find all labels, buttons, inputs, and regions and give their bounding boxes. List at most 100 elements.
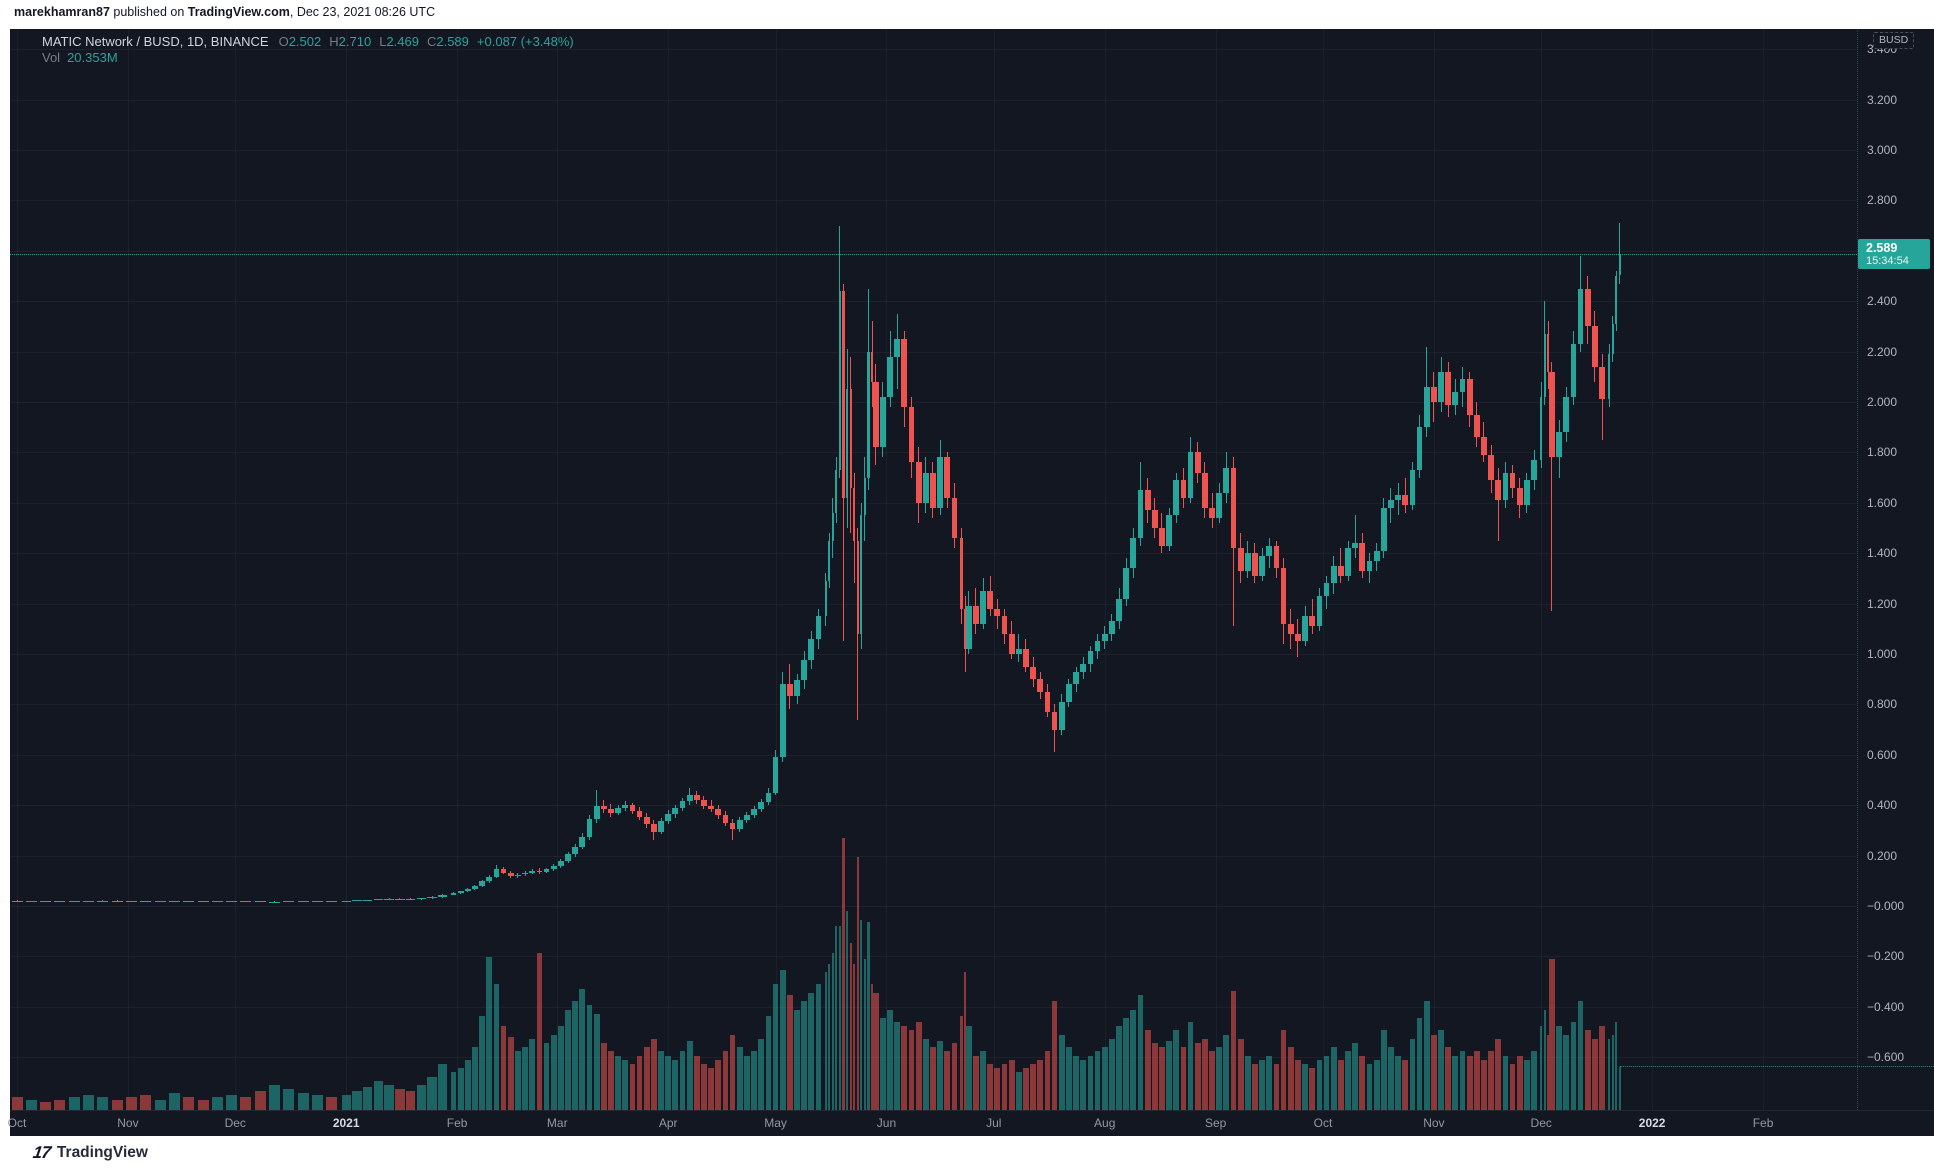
volume-bar — [1531, 1051, 1537, 1110]
candlestick-plot-area[interactable] — [10, 29, 1857, 1110]
candle — [1108, 621, 1115, 634]
volume-bar — [1123, 1017, 1130, 1110]
candle — [1273, 545, 1280, 569]
candle — [1309, 616, 1316, 627]
time-gridline — [17, 29, 18, 1110]
price-gridline — [10, 351, 1857, 353]
volume-bar — [1295, 1059, 1301, 1110]
time-axis-month-label: Dec — [224, 1116, 246, 1130]
candle-wick — [1619, 223, 1621, 284]
candle — [824, 580, 827, 617]
volume-bar — [908, 1030, 915, 1110]
volume-label: Vol — [42, 50, 61, 65]
price-axis[interactable]: 3.400 3.200 3.000 2.800 2.400 2.200 2.000 1.800… — [1857, 29, 1934, 1110]
candle — [1592, 326, 1598, 367]
candle — [1044, 691, 1051, 712]
candle — [860, 515, 863, 634]
candle — [965, 606, 972, 649]
price-axis-label: 0.800 — [1867, 697, 1898, 712]
volume-bar — [901, 1026, 908, 1110]
volume-bar — [1608, 1038, 1611, 1110]
candle — [450, 892, 457, 895]
volume-bar — [744, 1055, 750, 1110]
volume-bar — [1223, 1034, 1230, 1110]
volume-bar — [515, 1051, 521, 1110]
attribution-site-link[interactable]: TradingView.com — [187, 5, 290, 19]
volume-bar — [1101, 1047, 1108, 1110]
volume-bar — [1570, 1022, 1577, 1110]
volume-bar — [608, 1051, 614, 1110]
price-axis-label: 1.000 — [1867, 647, 1898, 661]
candle — [1094, 641, 1101, 652]
volume-bar — [125, 1097, 137, 1110]
price-axis-label: −0.200 — [1867, 949, 1905, 964]
candle — [1416, 427, 1423, 471]
volume-bar — [1302, 1063, 1308, 1110]
candle — [786, 684, 793, 696]
candle — [68, 901, 80, 903]
volume-bar — [622, 1059, 629, 1110]
candle — [708, 805, 714, 809]
candle — [54, 901, 66, 903]
candle — [872, 381, 879, 448]
candle — [722, 815, 729, 823]
candle — [522, 872, 528, 875]
volume-bar — [828, 963, 831, 1110]
candle-wick — [1311, 598, 1313, 634]
volume-bar — [871, 984, 874, 1110]
candle — [1556, 432, 1562, 458]
change-value: +0.087 (+3.48%) — [476, 34, 574, 49]
tradingview-logo-text[interactable]: TradingView — [56, 1144, 148, 1161]
volume-bar — [879, 1017, 886, 1110]
price-gridline — [10, 553, 1857, 555]
chart-legend[interactable]: MATIC Network / BUSD, 1D, BINANCE O2.502 H… — [42, 34, 582, 66]
candle — [536, 870, 543, 872]
volume-bar — [765, 1015, 772, 1110]
candle — [464, 888, 471, 892]
price-axis-label: 1.800 — [1867, 445, 1898, 460]
price-axis-label: 0.400 — [1867, 798, 1898, 813]
time-gridline — [886, 29, 887, 1110]
time-gridline — [776, 29, 777, 1110]
candle — [1509, 472, 1516, 488]
volume-bar — [507, 1036, 514, 1110]
volume-bar — [111, 1099, 123, 1110]
candle — [1466, 379, 1473, 415]
volume-bar — [944, 1051, 951, 1110]
candle — [744, 814, 750, 821]
volume-bar — [579, 988, 586, 1110]
price-axis-label: 2.400 — [1867, 294, 1898, 309]
volume-bar — [479, 1015, 485, 1110]
candle — [629, 805, 636, 811]
candle — [154, 901, 166, 903]
volume-bar — [758, 1038, 765, 1110]
candle — [608, 808, 614, 813]
time-axis[interactable]: Oct Nov Dec 2021 Feb Mar Apr May Jun Jul Aug Sep Oct… — [8, 1110, 1934, 1137]
candle — [729, 822, 736, 830]
candle-wick — [1404, 477, 1406, 513]
candle — [1373, 550, 1380, 561]
volume-bar — [405, 1091, 416, 1110]
quote-currency-badge[interactable]: BUSD — [1873, 32, 1915, 49]
volume-bar — [722, 1051, 729, 1110]
volume-bar — [1173, 1030, 1180, 1110]
volume-bar — [853, 963, 856, 1110]
volume-bar — [211, 1097, 223, 1110]
candle-wick — [399, 897, 401, 900]
volume-bar — [1202, 1038, 1208, 1110]
candle — [658, 820, 664, 832]
volume-bar — [1524, 1059, 1530, 1110]
volume-bar — [994, 1068, 1001, 1110]
candle — [543, 869, 550, 872]
volume-bar — [438, 1063, 448, 1110]
candle — [651, 824, 657, 832]
volume-bar — [1359, 1055, 1366, 1110]
candle — [951, 497, 958, 539]
candle — [1438, 371, 1444, 402]
tradingview-logo-icon[interactable]: 17 — [31, 1143, 52, 1162]
candle — [808, 638, 815, 661]
legend-row-symbol: MATIC Network / BUSD, 1D, BINANCE O2.502 H… — [42, 34, 582, 50]
price-gridline — [10, 250, 1857, 252]
candle — [1611, 323, 1614, 355]
candle — [856, 540, 859, 634]
